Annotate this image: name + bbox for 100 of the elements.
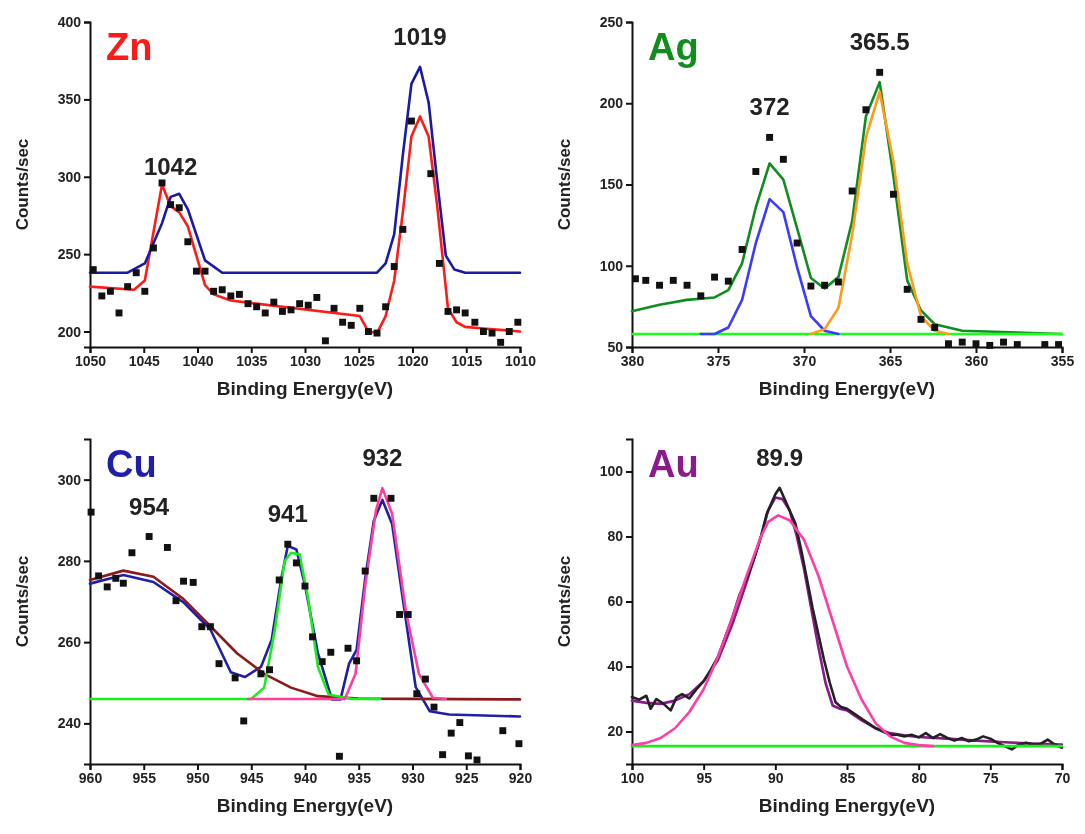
point xyxy=(724,277,732,285)
point xyxy=(132,269,140,277)
point xyxy=(986,341,994,349)
point xyxy=(390,263,398,270)
x-tick-label: 1025 xyxy=(343,352,376,369)
point xyxy=(427,170,435,178)
point xyxy=(683,281,691,289)
point xyxy=(931,324,939,331)
y-axis-title: Counts/sec xyxy=(555,555,574,648)
y-tick-label: 60 xyxy=(607,593,624,610)
point xyxy=(515,740,523,748)
point xyxy=(231,674,239,682)
annotation: 1019 xyxy=(393,22,447,50)
point xyxy=(278,307,286,315)
y-tick-label: 200 xyxy=(599,95,624,112)
point xyxy=(192,267,200,275)
point xyxy=(488,329,496,337)
point xyxy=(98,292,106,300)
x-tick-label: 70 xyxy=(1054,769,1071,786)
point xyxy=(218,286,226,294)
y-tick-label: 50 xyxy=(607,338,624,355)
x-axis-title: Binding Energy(eV) xyxy=(216,378,394,399)
point xyxy=(821,281,829,289)
point xyxy=(253,303,261,311)
y-tick-label: 200 xyxy=(57,323,82,340)
x-axis-title: Binding Energy(eV) xyxy=(216,795,394,816)
point xyxy=(752,168,760,175)
x-tick-label: 100 xyxy=(620,769,645,786)
y-tick-label: 280 xyxy=(57,552,82,569)
y-tick-label: 260 xyxy=(57,634,82,651)
point xyxy=(903,285,911,293)
point xyxy=(284,540,292,548)
point xyxy=(304,301,312,309)
point xyxy=(364,328,372,335)
annotation: 372 xyxy=(749,93,790,121)
point xyxy=(95,572,103,580)
point xyxy=(447,729,455,737)
x-tick-label: 925 xyxy=(455,769,479,786)
point xyxy=(656,281,663,289)
point xyxy=(497,338,505,346)
y-tick-label: 400 xyxy=(57,13,82,30)
line-series xyxy=(88,551,382,701)
point xyxy=(189,578,197,586)
x-axis-title: Binding Energy(eV) xyxy=(758,795,936,816)
annotation: 365.5 xyxy=(849,28,910,56)
point xyxy=(453,306,461,314)
point xyxy=(309,633,316,641)
point xyxy=(149,244,157,252)
point xyxy=(235,290,243,298)
x-tick-label: 370 xyxy=(792,352,817,369)
y-tick-label: 250 xyxy=(599,13,624,30)
point xyxy=(697,292,705,300)
point xyxy=(958,338,966,346)
x-tick-label: 375 xyxy=(706,352,731,369)
x-tick-label: 920 xyxy=(508,769,533,786)
annotation: 941 xyxy=(267,500,308,528)
x-tick-label: 365 xyxy=(878,352,903,369)
point xyxy=(917,315,925,323)
point xyxy=(464,752,472,760)
point xyxy=(479,328,487,335)
y-tick-label: 250 xyxy=(57,246,82,263)
x-tick-label: 930 xyxy=(401,769,425,786)
y-tick-label: 80 xyxy=(607,528,624,545)
point xyxy=(296,300,304,308)
point xyxy=(404,611,412,618)
chart-title: Au xyxy=(648,443,699,485)
x-tick-label: 1045 xyxy=(128,352,161,369)
point xyxy=(738,246,746,253)
chart-title: Cu xyxy=(106,443,157,485)
point xyxy=(257,670,265,678)
point xyxy=(180,577,187,585)
point xyxy=(163,544,171,551)
point xyxy=(103,583,111,591)
point xyxy=(399,225,407,233)
line-series xyxy=(246,486,448,701)
point xyxy=(227,292,235,300)
y-tick-label: 300 xyxy=(57,168,82,185)
point xyxy=(945,340,952,348)
line-series xyxy=(699,197,840,336)
point xyxy=(292,559,300,567)
x-tick-label: 1040 xyxy=(182,352,214,369)
line-series xyxy=(88,65,522,275)
y-tick-label: 100 xyxy=(599,257,624,274)
x-tick-label: 380 xyxy=(620,352,645,369)
point xyxy=(87,508,95,516)
point xyxy=(456,719,464,727)
x-tick-label: 80 xyxy=(911,769,928,786)
point xyxy=(89,266,97,274)
point xyxy=(779,155,787,163)
x-tick-label: 1010 xyxy=(504,352,537,369)
line-series xyxy=(88,115,522,335)
point xyxy=(128,549,136,557)
annotation: 932 xyxy=(362,444,403,472)
point xyxy=(862,106,870,114)
point xyxy=(335,752,343,760)
point xyxy=(413,690,421,698)
x-tick-label: 955 xyxy=(132,769,157,786)
point xyxy=(356,304,364,312)
x-tick-label: 75 xyxy=(983,769,999,786)
y-tick-label: 100 xyxy=(599,463,624,480)
